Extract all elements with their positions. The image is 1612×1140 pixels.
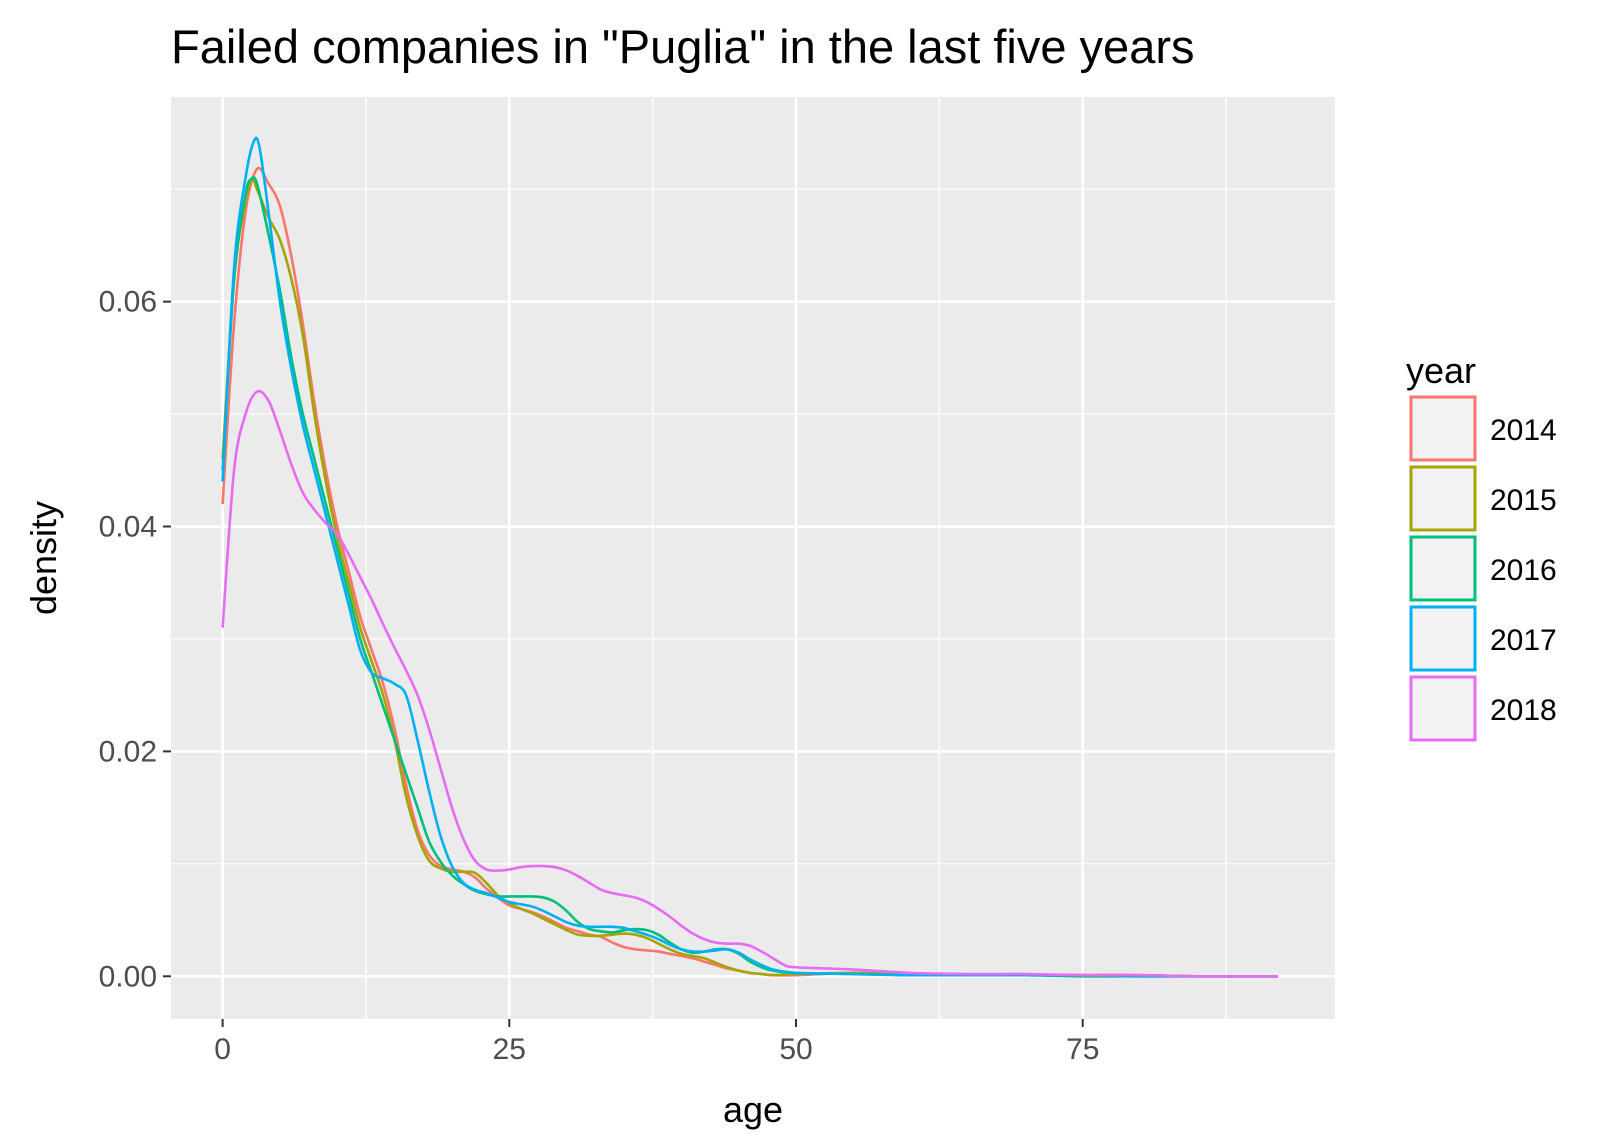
legend-label-2017: 2017: [1490, 624, 1557, 657]
series-lines: [221, 136, 1278, 978]
axes: 0 25 50 75 0.00 0.02 0.04 0.06: [99, 286, 1100, 1066]
legend-label-2016: 2016: [1490, 554, 1557, 587]
x-tick-label: 25: [493, 1033, 526, 1066]
y-tick-label: 0.04: [99, 511, 157, 544]
series-line-2015: [221, 178, 1278, 978]
legend-key-2018: [1409, 675, 1477, 742]
y-tick-label: 0.02: [99, 735, 157, 768]
legend-key-2016: [1409, 535, 1477, 602]
x-tick-label: 75: [1066, 1033, 1099, 1066]
legend-label-2018: 2018: [1490, 694, 1557, 727]
chart-title: Failed companies in "Puglia" in the last…: [171, 20, 1195, 73]
y-tick-label: 0.00: [99, 960, 157, 993]
y-tick-label: 0.06: [99, 286, 157, 319]
legend-title: year: [1406, 350, 1476, 391]
y-axis-title: density: [23, 501, 64, 615]
series-line-2016: [221, 175, 1278, 978]
plot-panel: [171, 97, 1335, 1019]
series-line-2018: [221, 389, 1278, 978]
legend: year 2014 2015 2016 2017 2018: [1406, 350, 1557, 742]
legend-key-2017: [1409, 605, 1477, 672]
legend-key-2014: [1409, 395, 1477, 462]
series-line-2017: [221, 136, 1278, 978]
x-axis-title: age: [723, 1089, 783, 1130]
legend-label-2015: 2015: [1490, 484, 1557, 517]
x-tick-label: 0: [214, 1033, 231, 1066]
x-tick-label: 50: [779, 1033, 812, 1066]
legend-key-2015: [1409, 465, 1477, 532]
grid-lines: [171, 97, 1335, 1019]
legend-label-2014: 2014: [1490, 414, 1557, 447]
